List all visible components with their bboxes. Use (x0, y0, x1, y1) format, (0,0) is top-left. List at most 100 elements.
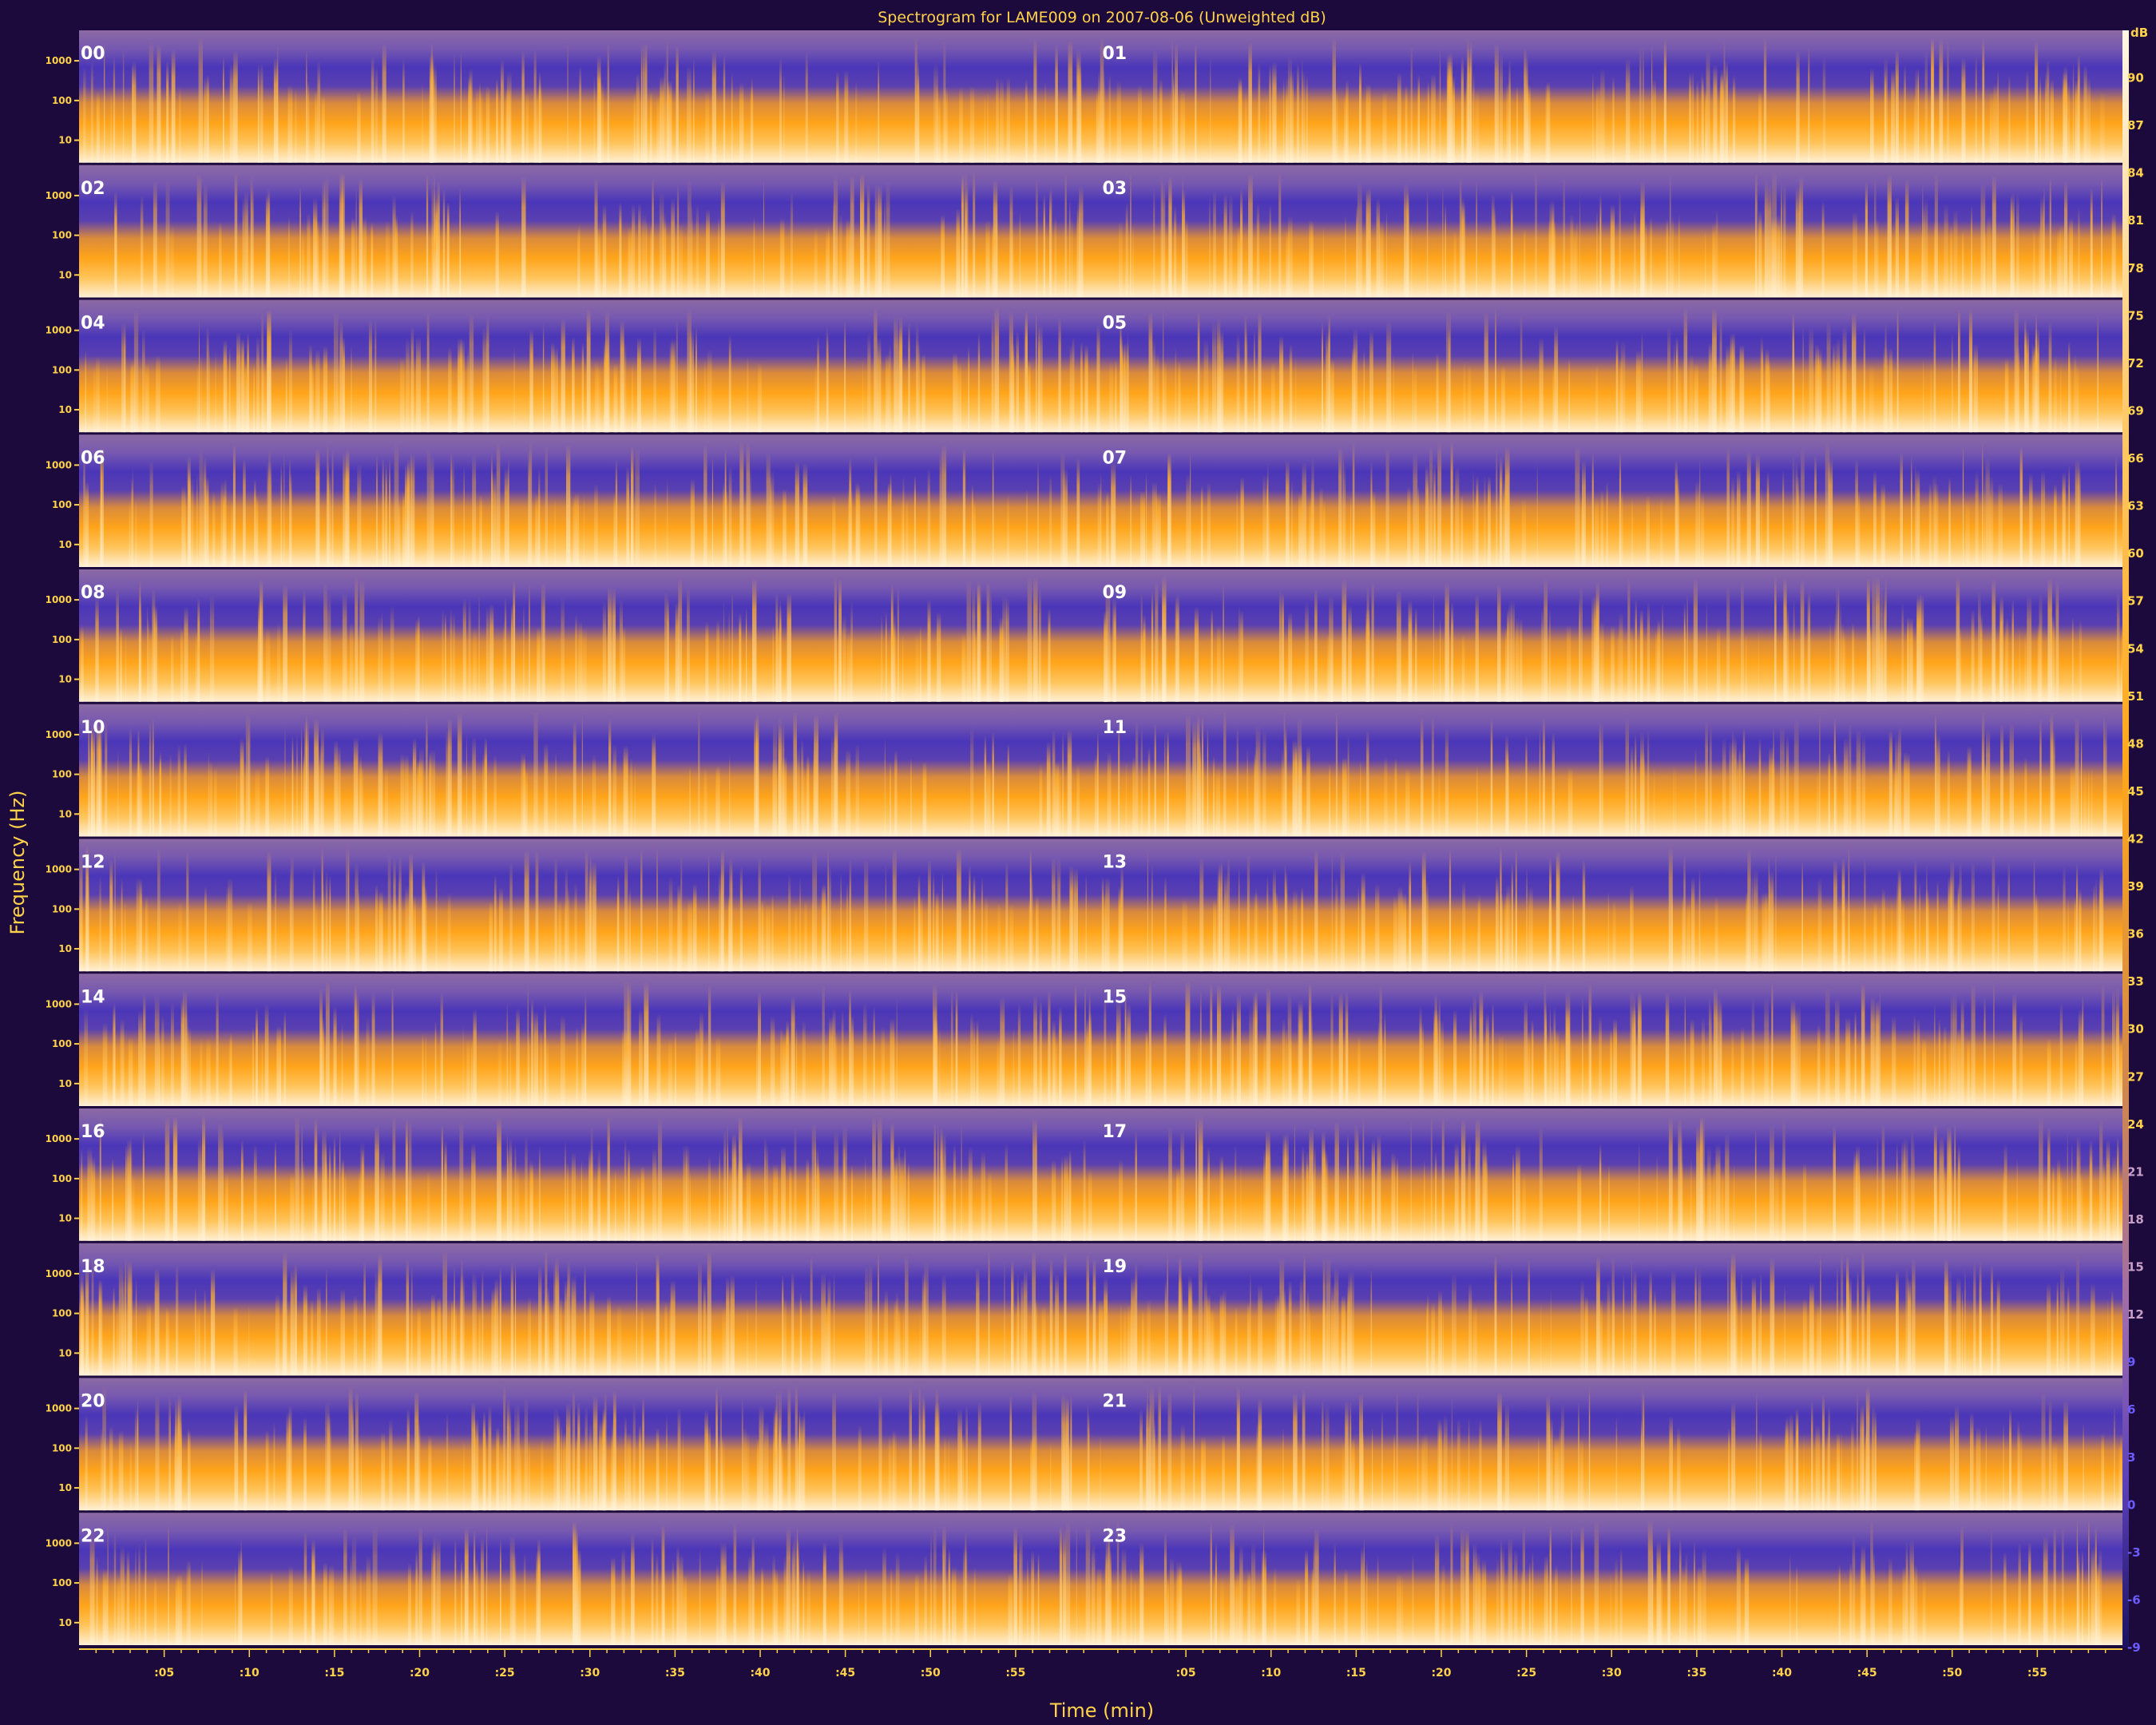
energy-streak (406, 1259, 410, 1376)
energy-streak (543, 596, 545, 702)
energy-streak (389, 458, 390, 567)
hour-label: 14 (81, 987, 105, 1007)
energy-streak (1455, 465, 1460, 567)
energy-streak (1803, 1432, 1805, 1511)
energy-streak (924, 1262, 929, 1376)
energy-streak (628, 226, 632, 298)
energy-streak (1683, 602, 1686, 702)
energy-streak (341, 1023, 343, 1106)
energy-streak (1309, 220, 1312, 298)
spectrogram-row (79, 434, 2122, 567)
energy-streak (553, 1263, 557, 1376)
energy-streak (1032, 1118, 1036, 1241)
energy-streak (1522, 1525, 1525, 1645)
energy-streak (969, 85, 975, 163)
energy-streak (529, 329, 533, 433)
energy-streak (2031, 341, 2033, 433)
energy-streak (814, 1161, 819, 1241)
energy-streak (764, 1422, 769, 1511)
energy-streak (109, 1426, 113, 1511)
energy-streak (1202, 1441, 1204, 1511)
energy-streak (832, 1390, 836, 1511)
energy-streak (1342, 579, 1347, 702)
energy-streak (1363, 1537, 1365, 1645)
energy-streak (1070, 1394, 1072, 1511)
energy-streak (1460, 1528, 1465, 1645)
energy-streak (1591, 595, 1595, 702)
energy-streak (1699, 458, 1701, 567)
energy-streak (1475, 593, 1479, 702)
energy-streak (626, 1029, 631, 1106)
energy-streak (1700, 1117, 1705, 1241)
energy-streak (1828, 1405, 1830, 1511)
spectrogram-row (79, 1513, 2122, 1645)
energy-streak (200, 1039, 203, 1106)
energy-streak (1653, 767, 1655, 837)
energy-streak (1705, 229, 1706, 298)
energy-streak (1125, 201, 1128, 298)
energy-streak (877, 337, 882, 433)
energy-streak (1913, 1139, 1915, 1241)
x-tick-label: :50 (1942, 1667, 1962, 1679)
energy-streak (1466, 38, 1469, 163)
energy-streak (1982, 441, 1984, 567)
energy-streak (1802, 1299, 1807, 1376)
energy-streak (234, 172, 238, 298)
energy-streak (1565, 992, 1571, 1106)
energy-streak (1357, 182, 1362, 298)
energy-streak (850, 175, 854, 298)
energy-streak (1219, 1293, 1224, 1376)
energy-streak (676, 45, 679, 163)
energy-streak (1239, 605, 1240, 702)
energy-streak (2075, 1038, 2078, 1106)
energy-streak (506, 1133, 508, 1241)
energy-streak (435, 868, 438, 972)
energy-streak (1915, 464, 1916, 567)
energy-streak (1550, 1290, 1552, 1376)
energy-streak (1829, 621, 1831, 702)
energy-streak (1005, 597, 1009, 702)
energy-streak (1657, 619, 1661, 702)
energy-streak (234, 1405, 239, 1511)
energy-streak (145, 363, 149, 433)
energy-streak (1872, 1406, 1875, 1511)
energy-streak (728, 896, 730, 972)
energy-streak (1496, 874, 1499, 972)
energy-streak (805, 51, 808, 163)
energy-streak (1971, 205, 1972, 298)
energy-streak (592, 754, 596, 837)
energy-streak (589, 1290, 595, 1376)
energy-streak (497, 1039, 502, 1106)
energy-streak (1097, 482, 1101, 567)
energy-streak (1361, 1546, 1364, 1645)
energy-streak (1989, 91, 1994, 163)
energy-streak (1331, 850, 1333, 972)
energy-streak (1767, 183, 1772, 298)
energy-streak (585, 993, 587, 1106)
energy-streak (1522, 1172, 1526, 1241)
energy-streak (1087, 1404, 1089, 1511)
energy-streak (1619, 1548, 1623, 1645)
energy-streak (209, 761, 212, 837)
energy-streak (1780, 725, 1785, 837)
energy-streak (1164, 1279, 1167, 1376)
energy-streak (723, 1542, 727, 1645)
energy-streak (406, 458, 410, 567)
energy-streak (703, 767, 707, 837)
energy-streak (1140, 726, 1143, 837)
energy-streak (261, 311, 264, 433)
energy-streak (1916, 1418, 1920, 1511)
energy-streak (1412, 1553, 1414, 1645)
energy-streak (585, 849, 589, 972)
energy-streak (656, 1553, 659, 1645)
energy-streak (759, 1406, 764, 1511)
energy-streak (341, 172, 345, 298)
energy-streak (1763, 38, 1767, 163)
energy-streak (338, 746, 341, 837)
energy-streak (1956, 1276, 1961, 1376)
colorbar-tick-label: 90 (2127, 71, 2144, 85)
energy-streak (1560, 1404, 1564, 1511)
energy-streak (894, 749, 898, 837)
energy-streak (1645, 220, 1647, 298)
energy-streak (1719, 1000, 1722, 1106)
